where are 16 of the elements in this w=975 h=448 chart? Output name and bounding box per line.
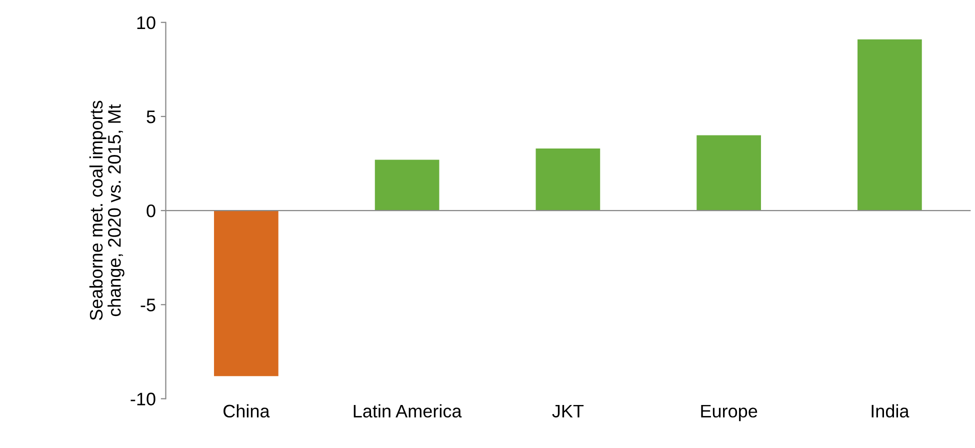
y-tick-label: 10 <box>137 16 156 30</box>
y-axis-title: Seaborne met. coal imports change, 2020 vs. 2015, Mt <box>89 100 124 320</box>
bar <box>536 148 600 211</box>
y-tick-label: 5 <box>146 110 156 124</box>
bar <box>696 135 761 211</box>
x-tick-label: India <box>872 404 910 418</box>
y-tick-label: -10 <box>130 392 156 406</box>
y-tick-label: 0 <box>146 204 156 218</box>
x-tick-label: Latin America <box>354 404 462 418</box>
y-tick-label: -5 <box>140 298 156 312</box>
x-tick-label: JKT <box>552 404 584 418</box>
bar <box>374 160 440 211</box>
x-tick-label: Europe <box>701 404 758 422</box>
x-tick-label: China <box>224 404 270 418</box>
bar <box>214 210 278 376</box>
bar <box>858 39 922 211</box>
